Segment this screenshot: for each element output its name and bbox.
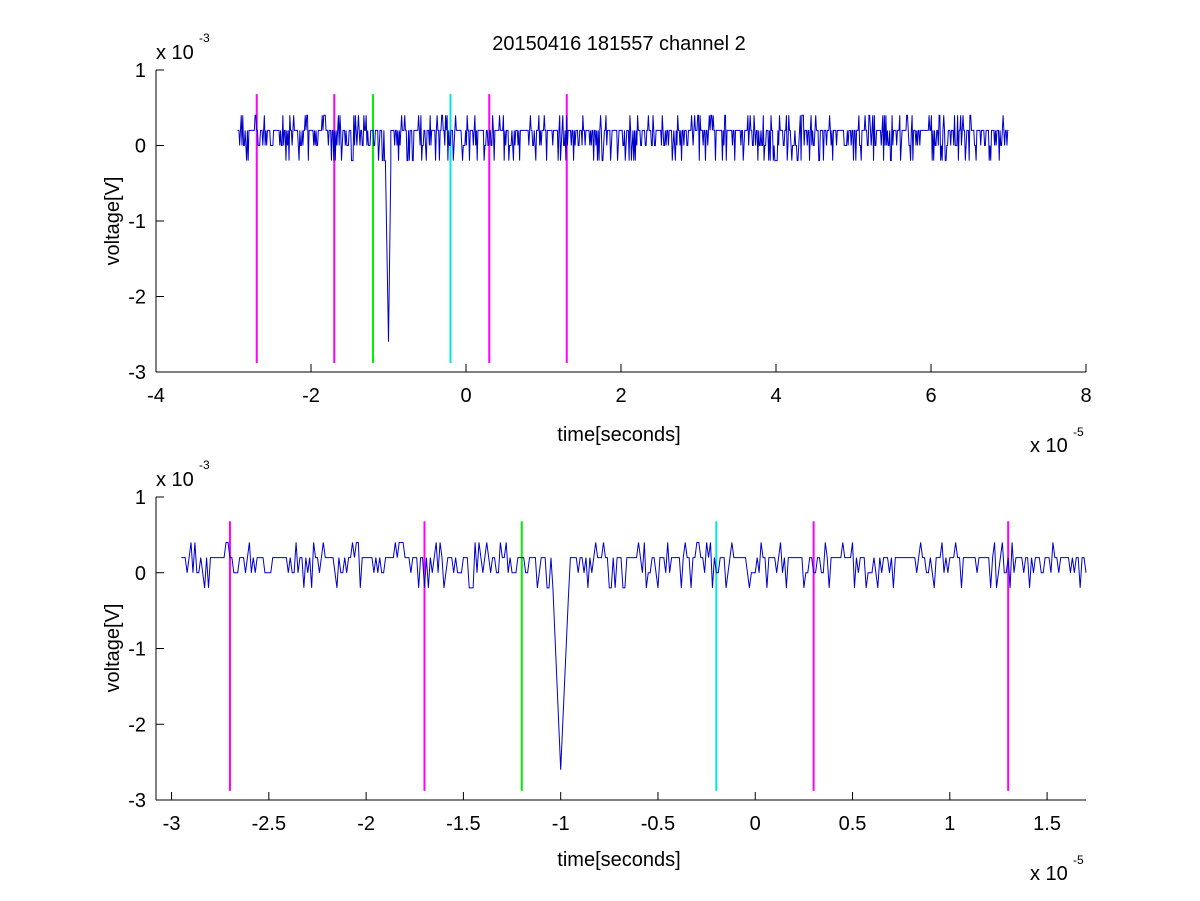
top-signal-series: [237, 114, 1009, 342]
bottom-x-exponent-base: x 10: [1030, 863, 1068, 885]
figure-title: 20150416 181557 channel 2: [492, 33, 746, 55]
bottom-y-axis-label: voltage[V]: [102, 604, 124, 693]
bottom-y-exponent-base: x 10: [156, 469, 194, 491]
bottom-x-tick-label: -1.5: [446, 813, 480, 835]
top-y-exponent-base: x 10: [156, 42, 194, 64]
top-y-tick-label: -1: [128, 211, 146, 233]
top-x-tick-label: 2: [615, 385, 626, 407]
top-y-exponent: x 10 -3: [156, 31, 210, 64]
top-y-tick-label: 1: [135, 60, 146, 82]
bottom-x-exponent-power: -5: [1073, 853, 1084, 867]
bottom-vertical-markers: [228, 521, 1010, 791]
top-y-tick-label: -3: [128, 362, 146, 384]
top-x-tick-label: -2: [302, 385, 320, 407]
bottom-x-tick-label: 1: [944, 813, 955, 835]
top-x-tick-label: 4: [770, 385, 781, 407]
top-vertical-markers: [255, 94, 568, 363]
bottom-y-tick-label: 0: [135, 563, 146, 585]
top-x-tick-label: 6: [925, 385, 936, 407]
top-x-exponent-power: -5: [1073, 425, 1084, 439]
bottom-x-tick-label: -3: [163, 813, 181, 835]
bottom-signal-line: [181, 541, 1087, 770]
bottom-y-ticks: -3 -2 -1 0 1: [128, 487, 164, 812]
top-x-ticks: -4 -2 0 2 4 6 8: [147, 364, 1092, 407]
top-y-tick-label: -2: [128, 287, 146, 309]
bottom-x-tick-label: 0.5: [839, 813, 867, 835]
top-x-tick-label: 0: [460, 385, 471, 407]
top-x-axis-label: time[seconds]: [557, 424, 680, 446]
bottom-x-exponent: x 10 -5: [1030, 853, 1084, 885]
top-signal-line: [237, 114, 1009, 342]
bottom-x-tick-label: 0: [750, 813, 761, 835]
bottom-x-tick-label: -0.5: [641, 813, 675, 835]
bottom-y-tick-label: -2: [128, 714, 146, 736]
bottom-x-tick-label: -2.5: [252, 813, 286, 835]
bottom-y-exponent: x 10 -3: [156, 458, 210, 491]
top-axes: -4 -2 0 2 4 6 8 -3 -2 -1 0 1 time[seconds] voltage…: [102, 31, 1092, 457]
top-x-exponent: x 10 -5: [1030, 425, 1084, 457]
bottom-y-exponent-power: -3: [199, 458, 210, 472]
top-x-tick-label: -4: [147, 385, 165, 407]
bottom-signal-series: [181, 541, 1087, 770]
top-y-axis-label: voltage[V]: [102, 177, 124, 266]
top-y-ticks: -3 -2 -1 0 1: [128, 60, 164, 384]
top-x-exponent-base: x 10: [1030, 435, 1068, 457]
top-y-exponent-power: -3: [199, 31, 210, 45]
bottom-y-tick-label: -1: [128, 639, 146, 661]
bottom-x-axis-label: time[seconds]: [557, 849, 680, 871]
bottom-x-ticks: -3 -2.5 -2 -1.5 -1 -0.5 0 0.5 1 1.5: [163, 792, 1061, 835]
top-y-tick-label: 0: [135, 136, 146, 158]
bottom-y-tick-label: -3: [128, 790, 146, 812]
bottom-y-tick-label: 1: [135, 487, 146, 509]
bottom-x-tick-label: -1: [552, 813, 570, 835]
bottom-x-tick-label: 1.5: [1033, 813, 1061, 835]
bottom-axes: -3 -2.5 -2 -1.5 -1 -0.5 0 0.5 1 1.5 -3 -2 -1 0 1 time…: [102, 458, 1087, 885]
top-x-tick-label: 8: [1080, 385, 1091, 407]
bottom-x-tick-label: -2: [357, 813, 375, 835]
